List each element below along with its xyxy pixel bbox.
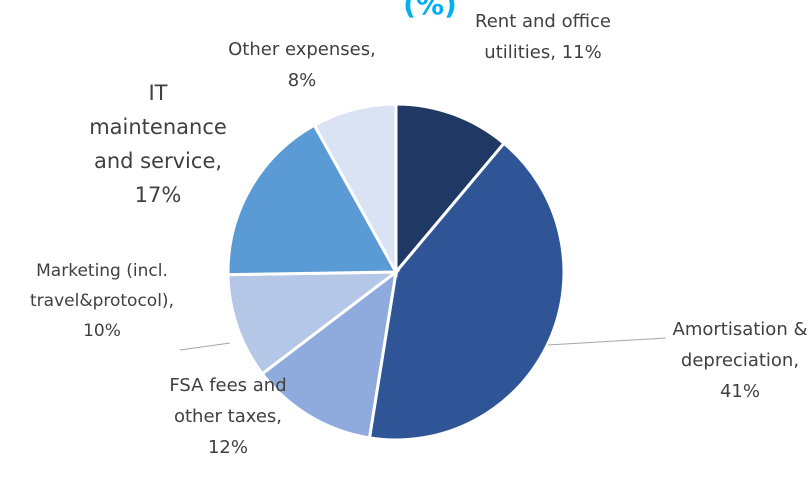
slices [226, 102, 566, 442]
data-label: Other expenses, 8% [228, 39, 376, 91]
leader-line [547, 337, 667, 346]
pie-slice [312, 102, 398, 278]
data-label: Marketing (incl. travel&protocol), 10% [30, 261, 174, 341]
pie-slice [226, 123, 399, 277]
pie-slice [367, 141, 566, 442]
pie-slice [226, 270, 401, 376]
data-label: Rent and office utilities, 11% [475, 11, 611, 63]
leader-line [179, 342, 231, 351]
data-label: Amortisation & depreciation, 41% [672, 319, 808, 402]
data-label: IT maintenance and service, 17% [89, 81, 227, 207]
pie-slice [394, 102, 507, 277]
data-label: FSA fees and other taxes, 12% [169, 375, 287, 458]
pie-slice [260, 268, 399, 440]
chart-title: (%) [403, 0, 457, 21]
